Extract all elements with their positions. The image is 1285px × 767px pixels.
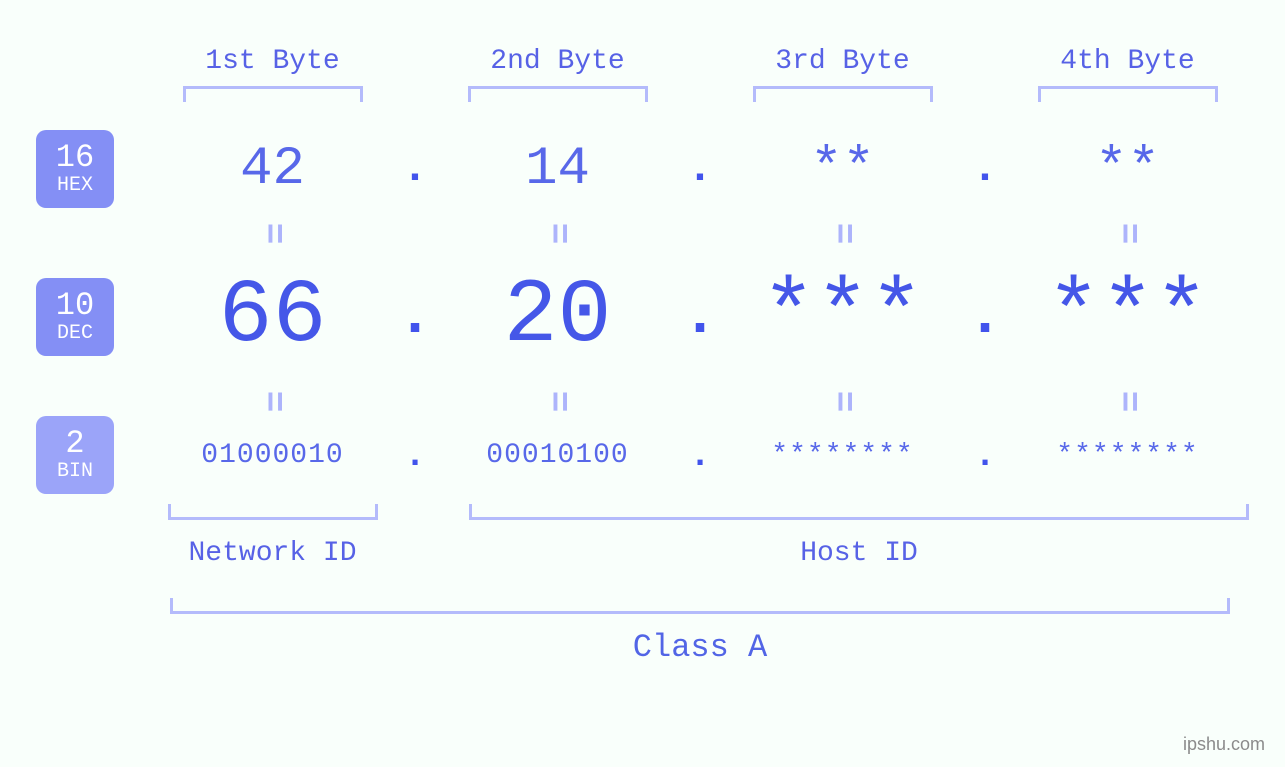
bin-dot-1: . bbox=[404, 435, 426, 476]
network-id-label: Network ID bbox=[188, 538, 356, 569]
byte-bracket-4 bbox=[1038, 86, 1218, 102]
bin-dot-2: . bbox=[689, 435, 711, 476]
byte-header-3: 3rd Byte bbox=[775, 46, 909, 77]
dec-dot-2: . bbox=[682, 283, 718, 351]
byte-bracket-1 bbox=[183, 86, 363, 102]
network-id-bracket bbox=[168, 504, 378, 520]
dec-dot-3: . bbox=[967, 283, 1003, 351]
bin-byte-1: 01000010 bbox=[201, 440, 343, 471]
bin-base-num: 2 bbox=[65, 428, 84, 460]
host-id-bracket bbox=[469, 504, 1249, 520]
class-label: Class A bbox=[633, 629, 767, 666]
hex-dot-2: . bbox=[687, 144, 713, 194]
dec-byte-3: *** bbox=[761, 266, 923, 368]
eq-icon: = bbox=[537, 390, 578, 412]
bin-byte-4: ******** bbox=[1056, 440, 1198, 471]
footer-credit: ipshu.com bbox=[1183, 734, 1265, 755]
eq-icon: = bbox=[822, 222, 863, 244]
eq-icon: = bbox=[1107, 222, 1148, 244]
eq-icon: = bbox=[1107, 390, 1148, 412]
hex-dot-3: . bbox=[972, 144, 998, 194]
eq-icon: = bbox=[537, 222, 578, 244]
dec-byte-1: 66 bbox=[218, 266, 326, 368]
dec-byte-4: *** bbox=[1046, 266, 1208, 368]
byte-bracket-3 bbox=[753, 86, 933, 102]
bin-badge: 2 BIN bbox=[36, 416, 114, 494]
hex-dot-1: . bbox=[402, 144, 428, 194]
hex-badge: 16 HEX bbox=[36, 130, 114, 208]
byte-bracket-2 bbox=[468, 86, 648, 102]
dec-base-num: 10 bbox=[56, 290, 94, 322]
dec-byte-2: 20 bbox=[503, 266, 611, 368]
dec-base-txt: DEC bbox=[57, 324, 93, 344]
class-bracket bbox=[170, 598, 1230, 614]
eq-icon: = bbox=[822, 390, 863, 412]
host-id-label: Host ID bbox=[800, 538, 918, 569]
eq-icon: = bbox=[252, 390, 293, 412]
hex-base-txt: HEX bbox=[57, 176, 93, 196]
bin-byte-2: 00010100 bbox=[486, 440, 628, 471]
hex-byte-4: ** bbox=[1095, 139, 1160, 200]
bin-byte-3: ******** bbox=[771, 440, 913, 471]
byte-header-2: 2nd Byte bbox=[490, 46, 624, 77]
hex-byte-2: 14 bbox=[525, 139, 590, 200]
bin-dot-3: . bbox=[974, 435, 996, 476]
hex-base-num: 16 bbox=[56, 142, 94, 174]
dec-badge: 10 DEC bbox=[36, 278, 114, 356]
bin-base-txt: BIN bbox=[57, 462, 93, 482]
hex-byte-1: 42 bbox=[240, 139, 305, 200]
eq-icon: = bbox=[252, 222, 293, 244]
dec-dot-1: . bbox=[397, 283, 433, 351]
hex-byte-3: ** bbox=[810, 139, 875, 200]
byte-header-4: 4th Byte bbox=[1060, 46, 1194, 77]
byte-header-1: 1st Byte bbox=[205, 46, 339, 77]
